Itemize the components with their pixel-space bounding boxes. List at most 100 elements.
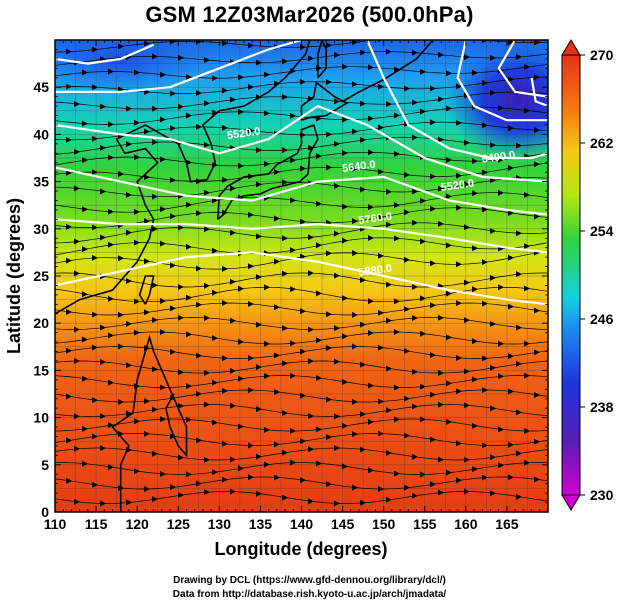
- flow-arrow: [368, 298, 374, 305]
- flow-arrow: [170, 433, 176, 440]
- flow-arrow: [386, 221, 392, 228]
- flow-arrow: [490, 177, 496, 184]
- flow-arrow: [352, 250, 358, 257]
- flow-arrow: [386, 281, 392, 288]
- flow-arrow: [316, 242, 322, 249]
- flow-arrow: [290, 286, 296, 293]
- flow-arrow: [274, 168, 280, 175]
- flow-arrow: [222, 124, 228, 131]
- flow-arrow: [290, 427, 296, 434]
- flow-arrow: [308, 498, 314, 505]
- flow-arrow: [282, 93, 288, 100]
- flow-arrow: [264, 284, 270, 291]
- flow-arrow: [134, 208, 140, 215]
- flow-arrow: [248, 387, 254, 394]
- flow-arrow: [378, 214, 384, 221]
- flow-arrow: [238, 465, 244, 472]
- flow-arrow: [196, 123, 202, 130]
- flow-arrow: [212, 335, 218, 342]
- flow-arrow: [248, 301, 254, 308]
- flow-arrow: [534, 40, 540, 46]
- flow-arrow: [498, 340, 504, 347]
- flow-arrow: [144, 174, 150, 181]
- flow-arrow: [282, 179, 288, 186]
- flow-arrow: [178, 103, 184, 110]
- flow-arrow: [274, 304, 280, 311]
- flow-arrow: [326, 42, 332, 49]
- colorbar-tick-label: 254: [590, 223, 614, 239]
- flow-arrow: [472, 286, 478, 293]
- flow-arrow: [170, 348, 176, 355]
- flow-arrow: [326, 311, 332, 318]
- flow-arrow: [360, 49, 366, 56]
- flow-arrow: [394, 151, 400, 158]
- flow-arrow: [326, 164, 332, 171]
- flow-arrow: [126, 410, 132, 417]
- flow-arrow: [300, 218, 306, 225]
- flow-arrow: [404, 348, 410, 355]
- flow-arrow: [238, 108, 244, 115]
- flow-arrow: [456, 119, 462, 126]
- flow-arrow: [274, 352, 280, 359]
- flow-arrow: [160, 156, 166, 163]
- cold-trough-shading: [55, 40, 210, 95]
- flow-arrow: [524, 285, 530, 292]
- coastline: [300, 81, 349, 121]
- flow-arrow: [100, 445, 106, 452]
- flow-arrow: [490, 54, 496, 61]
- flow-arrow: [456, 83, 462, 90]
- colorbar-tick-label: 270: [590, 47, 614, 63]
- x-tick-label: 155: [413, 516, 437, 532]
- flow-arrow: [186, 383, 192, 390]
- flow-arrow: [360, 277, 366, 284]
- flow-arrow: [430, 173, 436, 180]
- flow-arrow: [204, 57, 210, 64]
- contour-line: [366, 40, 548, 160]
- flow-arrow: [204, 315, 210, 322]
- map-title: GSM 12Z03Mar2026 (500.0hPa): [145, 2, 474, 27]
- flow-arrow: [516, 230, 522, 237]
- flow-arrow: [498, 462, 504, 469]
- flow-arrow: [256, 59, 262, 66]
- flow-arrow: [464, 488, 470, 495]
- flow-arrow: [212, 247, 218, 254]
- flow-arrow: [508, 353, 514, 360]
- flow-arrow: [134, 468, 140, 475]
- flow-arrow: [274, 388, 280, 395]
- flow-arrow: [386, 101, 392, 108]
- flow-arrow: [524, 243, 530, 250]
- flow-arrow: [74, 270, 80, 277]
- flow-arrow: [412, 403, 418, 410]
- flow-arrow: [368, 204, 374, 211]
- contour-line: [55, 105, 548, 183]
- flow-arrow: [352, 128, 358, 135]
- flow-arrow: [282, 449, 288, 456]
- flow-arrow: [456, 354, 462, 361]
- flow-arrow: [66, 393, 72, 400]
- flow-arrow: [248, 474, 254, 481]
- contour-line: [55, 40, 302, 93]
- x-tick-label: 130: [208, 516, 232, 532]
- flow-arrow: [66, 83, 72, 90]
- flow-arrow: [534, 438, 540, 445]
- flow-arrow: [490, 142, 496, 149]
- y-tick-label: 35: [33, 174, 49, 190]
- flow-arrow: [524, 459, 530, 466]
- flow-arrow: [490, 89, 496, 96]
- flow-arrow: [472, 422, 478, 429]
- flow-arrow: [152, 366, 158, 373]
- flow-arrow: [482, 355, 488, 362]
- flow-arrow: [274, 474, 280, 481]
- coastline: [216, 123, 319, 221]
- flow-arrow: [290, 247, 296, 254]
- flow-arrow: [222, 87, 228, 94]
- flow-arrow: [524, 63, 530, 70]
- coastline: [165, 393, 180, 447]
- flow-arrow: [196, 40, 202, 45]
- flow-arrow: [230, 317, 236, 324]
- flow-arrow: [508, 254, 514, 261]
- flow-arrow: [446, 157, 452, 164]
- flow-arrow: [230, 456, 236, 463]
- flow-arrow: [446, 242, 452, 249]
- flow-arrow: [404, 171, 410, 178]
